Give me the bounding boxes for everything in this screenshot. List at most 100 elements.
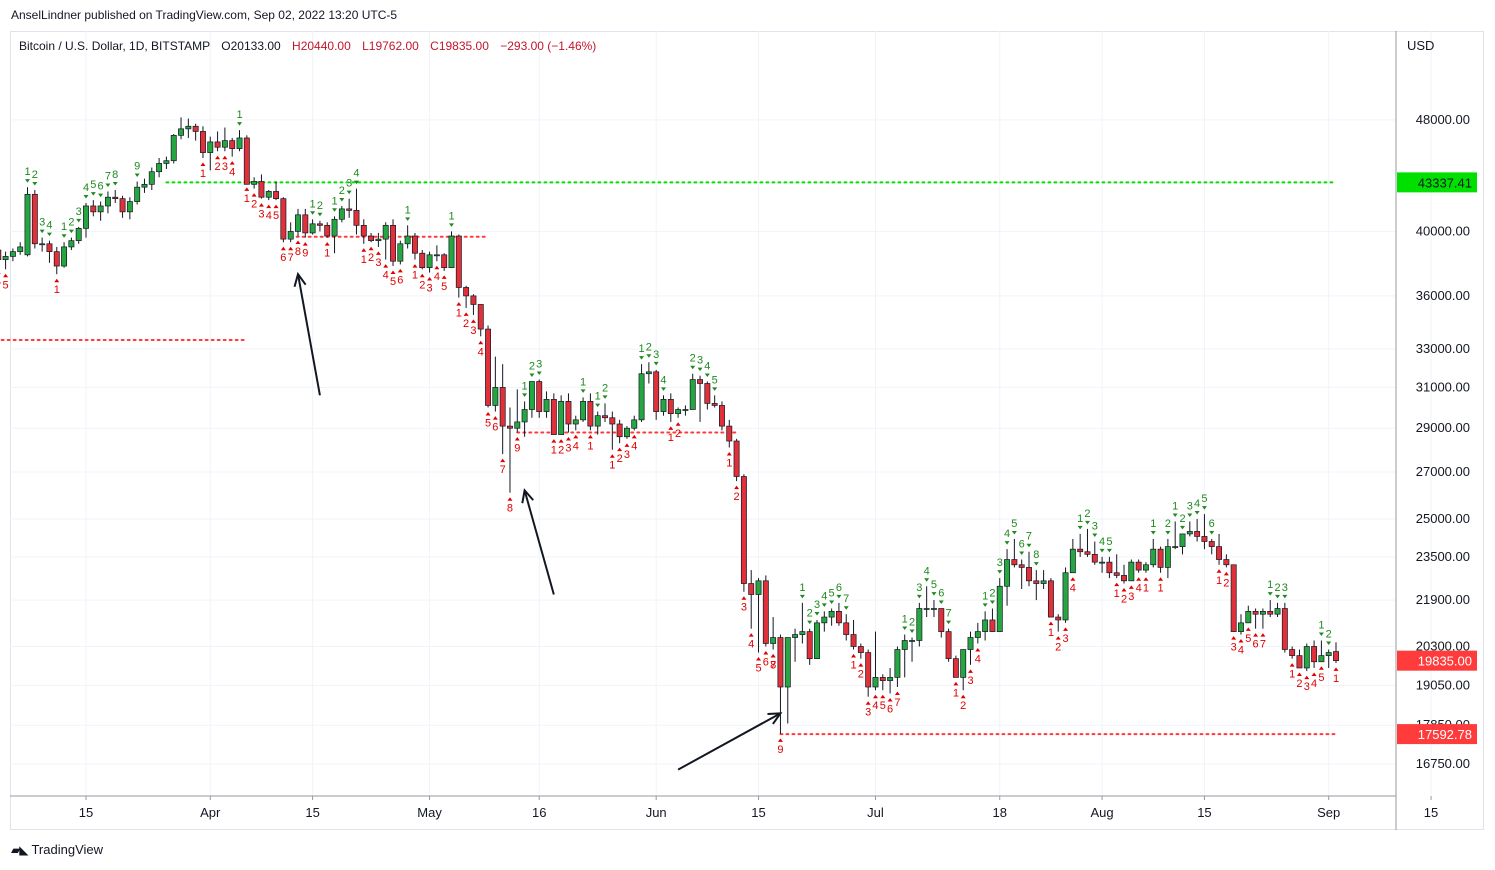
candle-up (675, 409, 682, 414)
count-down-label: 6 (887, 703, 893, 715)
candle-down (719, 405, 725, 427)
count-down-marker (1070, 577, 1076, 581)
count-up-label: 3 (536, 359, 542, 371)
count-down-label: 3 (427, 283, 433, 295)
candle-down (1026, 567, 1032, 582)
candle-down (229, 140, 236, 149)
count-up-label: 4 (83, 182, 89, 194)
count-up-label: 1 (405, 204, 411, 216)
count-down-marker (1304, 675, 1310, 680)
level-lines (0, 181, 1338, 736)
count-up-label: 4 (924, 565, 930, 577)
candle-up (170, 134, 177, 162)
count-down-label: 1 (412, 270, 418, 282)
candle-down (1011, 559, 1018, 566)
count-down-marker (953, 681, 959, 686)
count-down-marker (587, 434, 593, 439)
count-up-label: 2 (32, 169, 38, 181)
ohlc-legend: Bitcoin / U.S. Dollar, 1D, BITSTAMP O201… (19, 39, 596, 53)
count-down-label: 2 (1055, 642, 1061, 654)
candle-down (463, 287, 470, 297)
count-down-label: 8 (770, 660, 776, 672)
count-up-marker (1165, 530, 1171, 535)
count-down-marker (295, 240, 301, 245)
candle-up (375, 238, 382, 242)
count-up-marker (1180, 525, 1185, 530)
count-up-label: 2 (68, 217, 74, 229)
tradingview-logo-icon: ▰◣ (11, 842, 28, 857)
candle-up (221, 140, 228, 148)
count-down-marker (748, 633, 754, 637)
count-up-marker (924, 578, 930, 582)
count-up-marker (1267, 592, 1273, 596)
count-up-marker (843, 606, 849, 610)
count-down-marker (361, 248, 367, 252)
count-up-label: 6 (938, 588, 944, 600)
tradingview-brand[interactable]: ▰◣ TradingView (11, 842, 103, 857)
candle-down (1106, 561, 1113, 574)
candle-down (1296, 655, 1303, 669)
count-up-label: 2 (646, 341, 652, 353)
count-up-label: 2 (1165, 518, 1171, 530)
count-down-marker (280, 246, 286, 251)
legend-close: C19835.00 (430, 39, 489, 53)
candle-up (1318, 655, 1325, 663)
count-up-marker (90, 192, 96, 196)
count-up-label: 2 (690, 353, 696, 365)
candle-up (872, 677, 879, 688)
count-up-label: 1 (902, 614, 908, 626)
count-up-label: 4 (1194, 498, 1200, 510)
count-up-marker (836, 594, 842, 599)
candle-down (762, 580, 769, 644)
candle-up (1179, 533, 1186, 547)
candle-down (324, 224, 331, 237)
candle-up (2, 256, 9, 260)
count-down-marker (302, 242, 308, 246)
time-tick-label: Jul (867, 805, 884, 820)
count-down-marker (54, 278, 60, 283)
candle-down (1216, 546, 1222, 560)
chart-frame (10, 31, 1484, 830)
candle-down (609, 417, 616, 425)
count-down-marker (887, 697, 893, 702)
count-down-label: 9 (514, 442, 520, 454)
time-tick-label: 15 (305, 805, 319, 820)
count-down-marker (463, 312, 469, 316)
count-up-marker (814, 611, 820, 616)
candle-down (119, 198, 126, 213)
sequential-counts: 2345123411234567891234112345678912112341… (0, 109, 1339, 756)
candle-down (740, 476, 747, 584)
count-up-label: 1 (236, 109, 242, 121)
count-up-label: 1 (982, 590, 988, 602)
count-down-label: 2 (960, 700, 966, 712)
count-down-label: 7 (770, 660, 776, 672)
count-down-label: 1 (1289, 669, 1295, 681)
count-up-label: 1 (522, 380, 528, 392)
count-down-marker (0, 272, 1, 275)
count-up-label: 4 (1099, 536, 1105, 548)
count-down-marker (390, 270, 396, 275)
count-up-label: 3 (814, 599, 820, 611)
candle-up (448, 235, 455, 269)
time-axis-labels: 15 Apr 15 May 16 Jun 15 Jul 18 Aug 15 Sep 15 (79, 796, 1438, 820)
count-down-label: 1 (54, 284, 60, 296)
count-up-label: 3 (346, 178, 352, 190)
price-tick-label: 21900.00 (1416, 592, 1470, 607)
count-up-marker (98, 193, 104, 198)
candle-down (835, 610, 842, 624)
count-down-marker (865, 701, 871, 705)
candle-up (156, 163, 163, 173)
count-down-marker (968, 669, 974, 673)
count-up-label: 1 (1172, 501, 1178, 513)
count-down-label: 1 (456, 308, 462, 320)
count-down-marker (763, 650, 769, 655)
count-up-marker (653, 361, 659, 366)
price-tick-label: 33000.00 (1416, 341, 1470, 356)
candle-down (536, 381, 543, 412)
candle-down (390, 224, 396, 262)
legend-symbol: Bitcoin / U.S. Dollar, 1D, BITSTAMP (19, 39, 210, 53)
candle-down (777, 637, 784, 688)
count-down-marker (675, 422, 681, 426)
candle-down (1121, 575, 1127, 582)
